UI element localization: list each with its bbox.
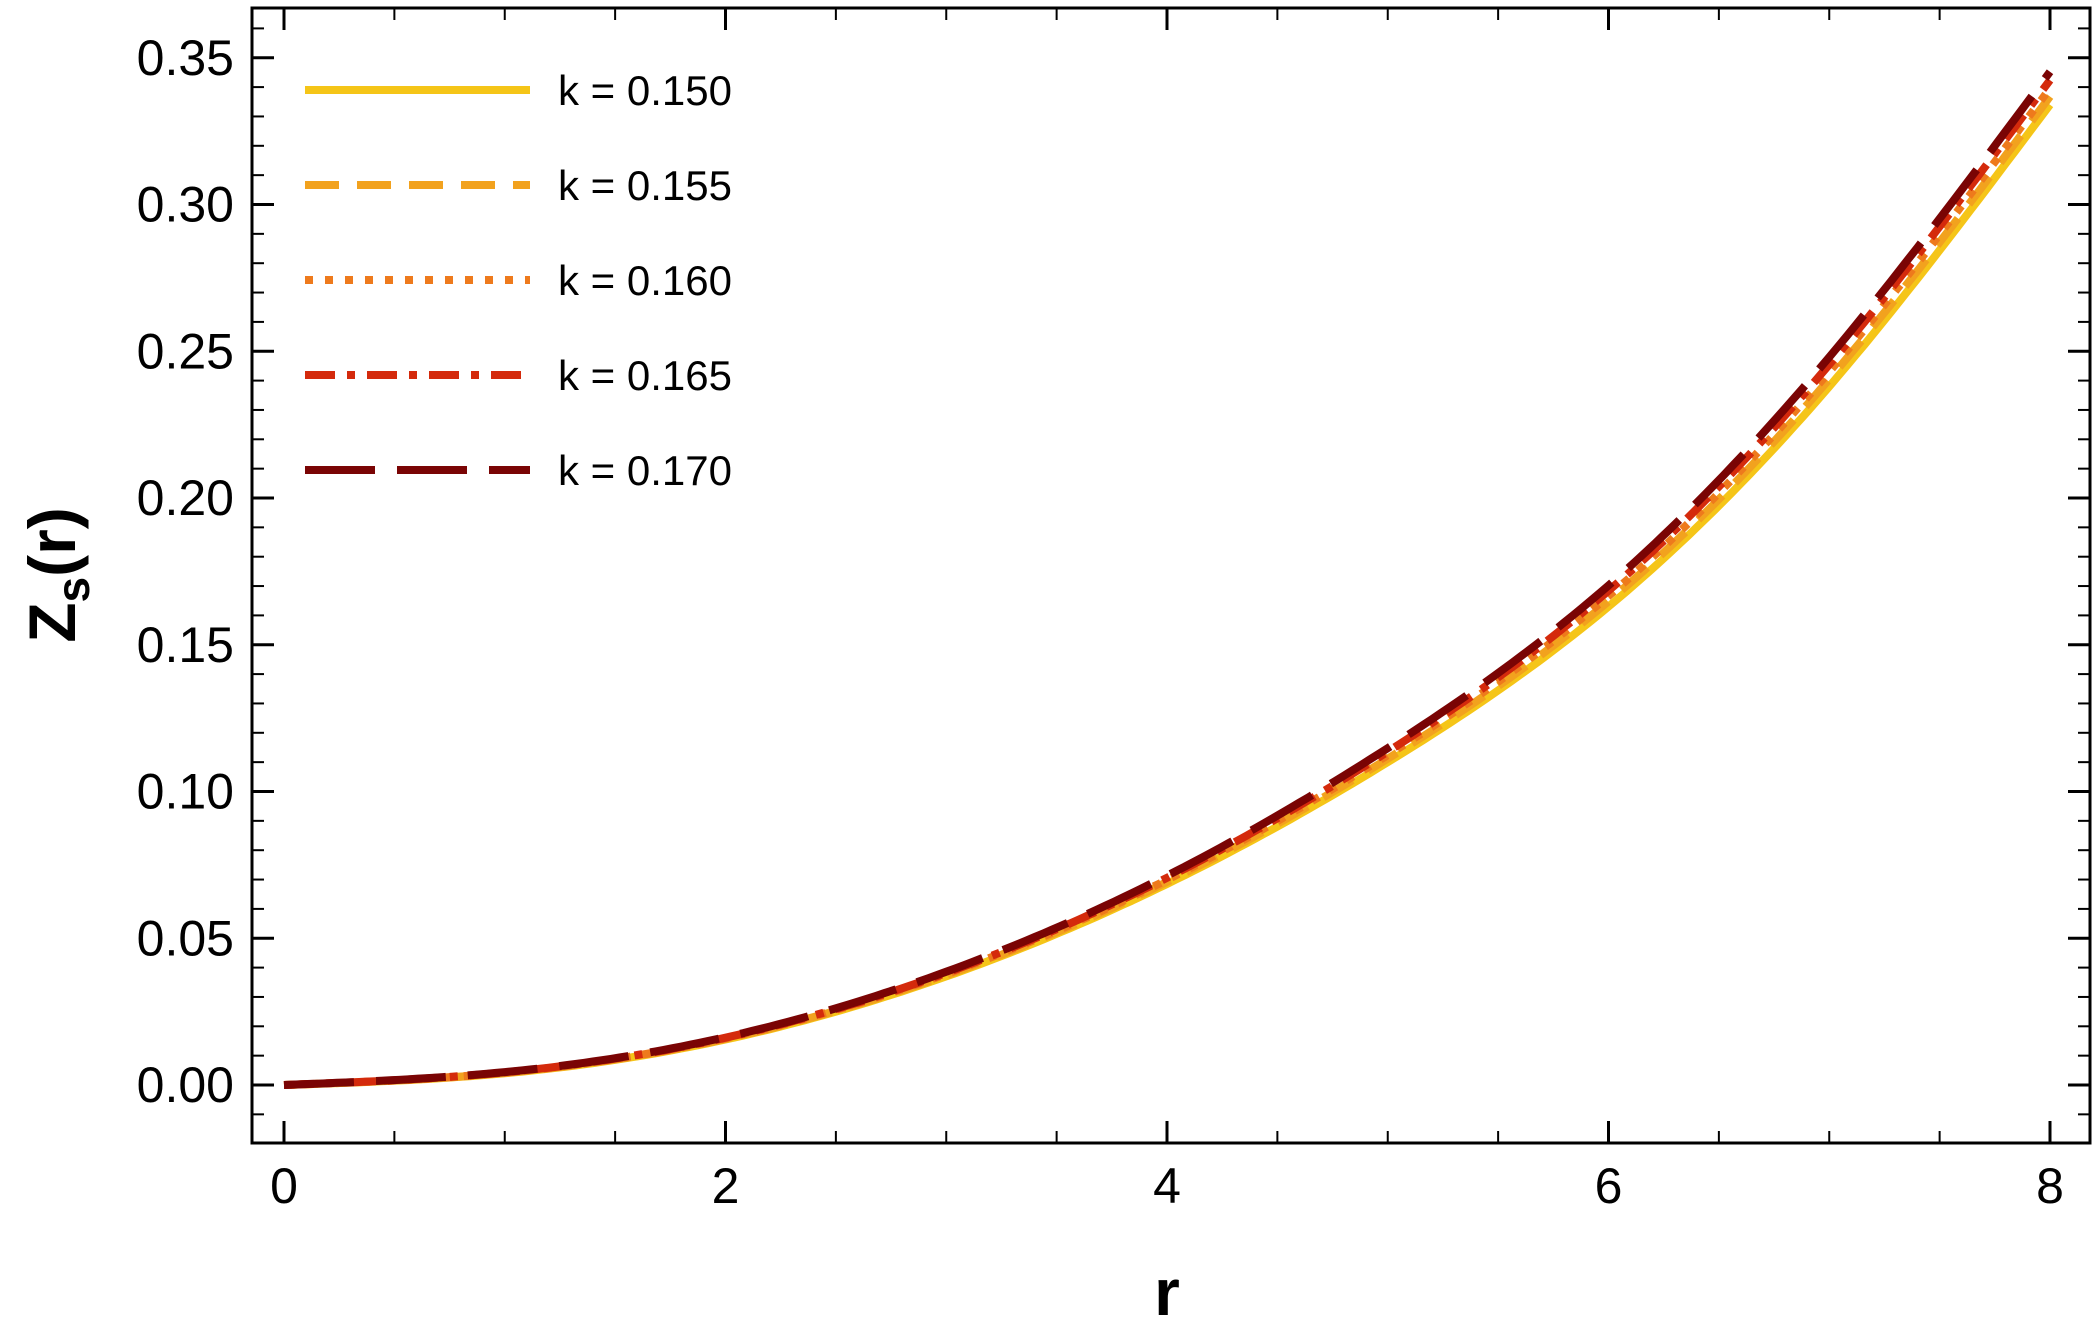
x-axis-label: r xyxy=(1154,1255,1180,1329)
series-line xyxy=(283,69,2054,1089)
y-axis-label: Zs(r) xyxy=(15,507,99,643)
y-tick-label: 0.20 xyxy=(137,470,234,526)
legend-label: k = 0.150 xyxy=(558,67,732,114)
x-tick-label: 2 xyxy=(712,1158,740,1214)
legend: k = 0.150 k = 0.155 k = 0.160 k = 0.165 k = … xyxy=(305,67,732,494)
y-axis-label-tail: (r) xyxy=(15,507,89,577)
x-tick-label: 4 xyxy=(1153,1158,1181,1214)
legend-label: k = 0.155 xyxy=(558,162,732,209)
y-tick-label: 0.05 xyxy=(137,910,234,966)
x-tick-label: 0 xyxy=(270,1158,298,1214)
curves-layer xyxy=(283,69,2054,1089)
series-line xyxy=(283,102,2054,1089)
y-tick-label: 0.30 xyxy=(137,177,234,233)
series-line xyxy=(283,85,2054,1089)
series-line xyxy=(283,94,2054,1089)
legend-label: k = 0.160 xyxy=(558,257,732,304)
series-line xyxy=(283,77,2054,1089)
x-tick-label: 8 xyxy=(2036,1158,2064,1214)
y-tick-label: 0.00 xyxy=(137,1057,234,1113)
y-axis-label-sub: s xyxy=(47,577,99,603)
y-tick-label: 0.35 xyxy=(137,30,234,86)
legend-label: k = 0.170 xyxy=(558,447,732,494)
x-tick-label: 6 xyxy=(1595,1158,1623,1214)
y-tick-label: 0.10 xyxy=(137,764,234,820)
y-tick-label: 0.25 xyxy=(137,323,234,379)
legend-label: k = 0.165 xyxy=(558,352,732,399)
plot-frame xyxy=(250,6,2092,1145)
y-tick-label: 0.15 xyxy=(137,617,234,673)
ticks-layer: 0 2 4 6 8 0.00 0.05 0.10 0.15 0.20 0.25 0.30 0.35 xyxy=(137,8,2090,1214)
y-axis-label-main: Z xyxy=(15,602,89,642)
